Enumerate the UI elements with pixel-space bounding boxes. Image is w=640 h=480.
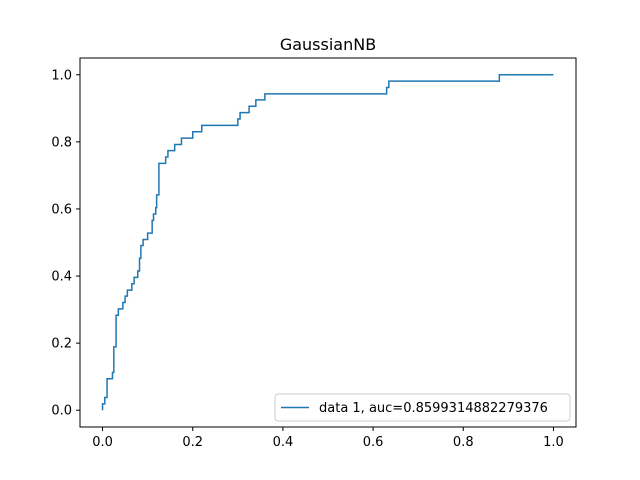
x-tick-label: 0.6 [363, 435, 384, 450]
x-tick-label: 0.2 [182, 435, 203, 450]
y-tick-label: 0.4 [51, 270, 72, 285]
legend-label: data 1, auc=0.8599314882279376 [319, 401, 548, 416]
x-axis: 0.0 0.2 0.4 0.6 0.8 1.0 [92, 427, 564, 450]
plot-area: 0.0 0.2 0.4 0.6 0.8 1.0 0.0 0.2 0.4 0.6 0.8 1.0 [51, 57, 577, 450]
y-tick-label: 1.0 [51, 68, 72, 83]
legend: data 1, auc=0.8599314882279376 [274, 393, 571, 422]
y-tick-label: 0.0 [51, 404, 72, 419]
series-layer [101, 74, 554, 411]
roc-curve-line [101, 74, 554, 411]
y-tick-label: 0.8 [51, 135, 72, 150]
x-tick-label: 1.0 [543, 435, 564, 450]
y-tick-label: 0.6 [51, 202, 72, 217]
y-tick-label: 0.2 [51, 337, 72, 352]
x-tick-label: 0.0 [92, 435, 113, 450]
x-tick-label: 0.4 [273, 435, 294, 450]
legend-box [274, 393, 571, 422]
y-axis: 0.0 0.2 0.4 0.6 0.8 1.0 [51, 68, 80, 419]
x-tick-label: 0.8 [453, 435, 474, 450]
plot-frame [79, 57, 577, 428]
chart-title: GaussianNB [280, 35, 376, 54]
